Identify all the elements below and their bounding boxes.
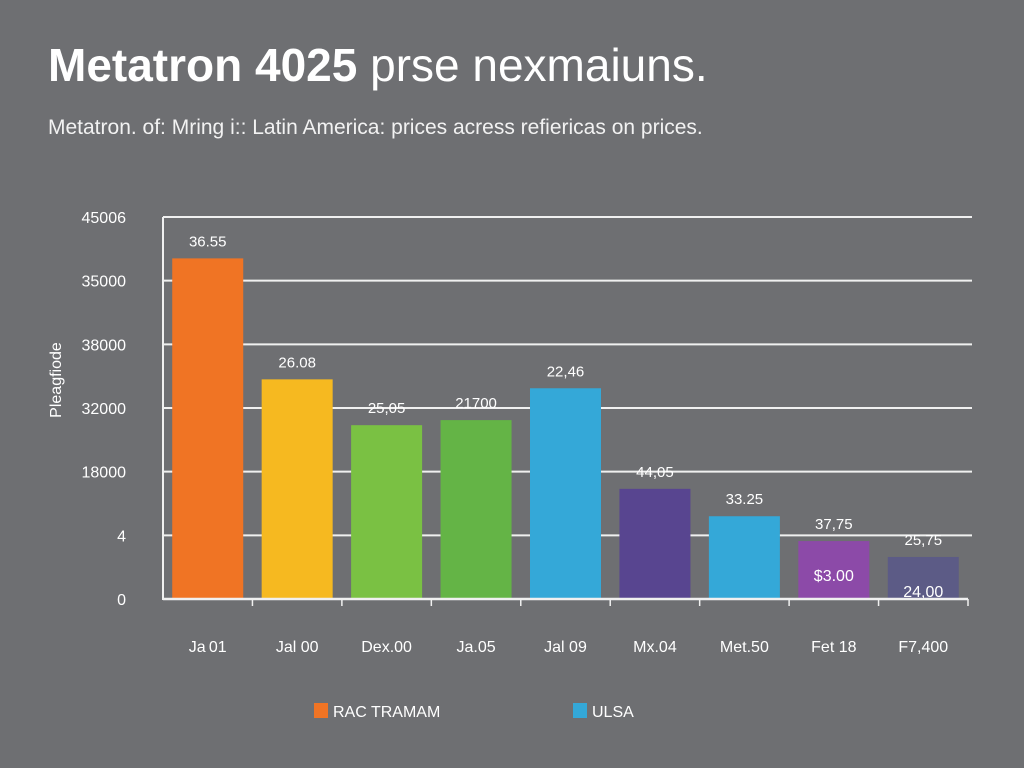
x-tick-label: Met.50 <box>720 639 769 656</box>
inner-label: $3.00 <box>814 568 854 585</box>
x-tick-label: Ja.05 <box>456 639 495 656</box>
legend: RAC TRAMAM ULSA <box>314 703 634 721</box>
y-tick-label: 18000 <box>82 465 127 482</box>
bar <box>887 556 959 599</box>
x-tick-label: Jal 00 <box>276 639 319 656</box>
data-label: 25,75 <box>905 532 943 549</box>
data-label: 37,75 <box>815 516 853 533</box>
x-tick-label: Jal 09 <box>544 639 587 656</box>
chart-title: Metatron 4025 prse nexmaiuns. <box>48 38 708 92</box>
x-tick-label: F7,400 <box>898 639 948 656</box>
y-axis-ticks: 0 4 18000 32000 38000 35000 45006 <box>82 210 127 609</box>
bar <box>530 388 601 599</box>
x-axis-ticks: Ja 01 Jal 00 Dex.00 Ja.05 Jal 09 Mx.04 Met.50 F… <box>189 599 969 656</box>
data-label: 22,46 <box>547 363 585 380</box>
data-label: 25,05 <box>368 400 406 417</box>
x-tick-label: Fet 18 <box>811 639 856 656</box>
x-tick-label: Ja 01 <box>189 639 227 656</box>
bar <box>172 258 244 599</box>
chart-title-bold: Metatron 4025 <box>48 39 358 91</box>
legend-swatch <box>314 703 328 718</box>
data-label: 21700 <box>455 395 497 412</box>
data-label: 36.55 <box>189 233 227 250</box>
y-axis-label: Pleagfiode <box>48 342 65 418</box>
x-tick-label: Mx.04 <box>633 639 677 656</box>
x-tick-label: Dex.00 <box>361 639 412 656</box>
inner-label: 24,00 <box>903 584 943 601</box>
data-label: 44,05 <box>636 464 674 481</box>
legend-label: ULSA <box>592 704 634 721</box>
bar <box>708 516 780 599</box>
legend-label: RAC TRAMAM <box>333 704 440 721</box>
chart-title-rest: prse nexmaiuns. <box>370 39 708 91</box>
legend-swatch <box>573 703 587 718</box>
y-tick-label: 4 <box>117 528 126 545</box>
y-tick-label: 35000 <box>82 274 127 291</box>
y-tick-label: 38000 <box>82 337 127 354</box>
y-tick-label: 45006 <box>82 210 127 227</box>
bars: 36.55 26.08 25,05 21700 22,46 44,05 33.25 37,75… <box>172 233 959 601</box>
bar <box>351 425 423 599</box>
bar <box>440 420 512 599</box>
data-label: 26.08 <box>278 354 316 371</box>
bar <box>619 488 691 599</box>
bar <box>261 379 333 599</box>
axes <box>162 217 968 601</box>
bar <box>798 541 870 599</box>
y-tick-label: 0 <box>117 592 126 609</box>
y-tick-label: 32000 <box>82 401 127 418</box>
data-label: 33.25 <box>726 491 764 508</box>
chart-subtitle: Metatron. of: Mring i:: Latin America: p… <box>48 116 703 139</box>
